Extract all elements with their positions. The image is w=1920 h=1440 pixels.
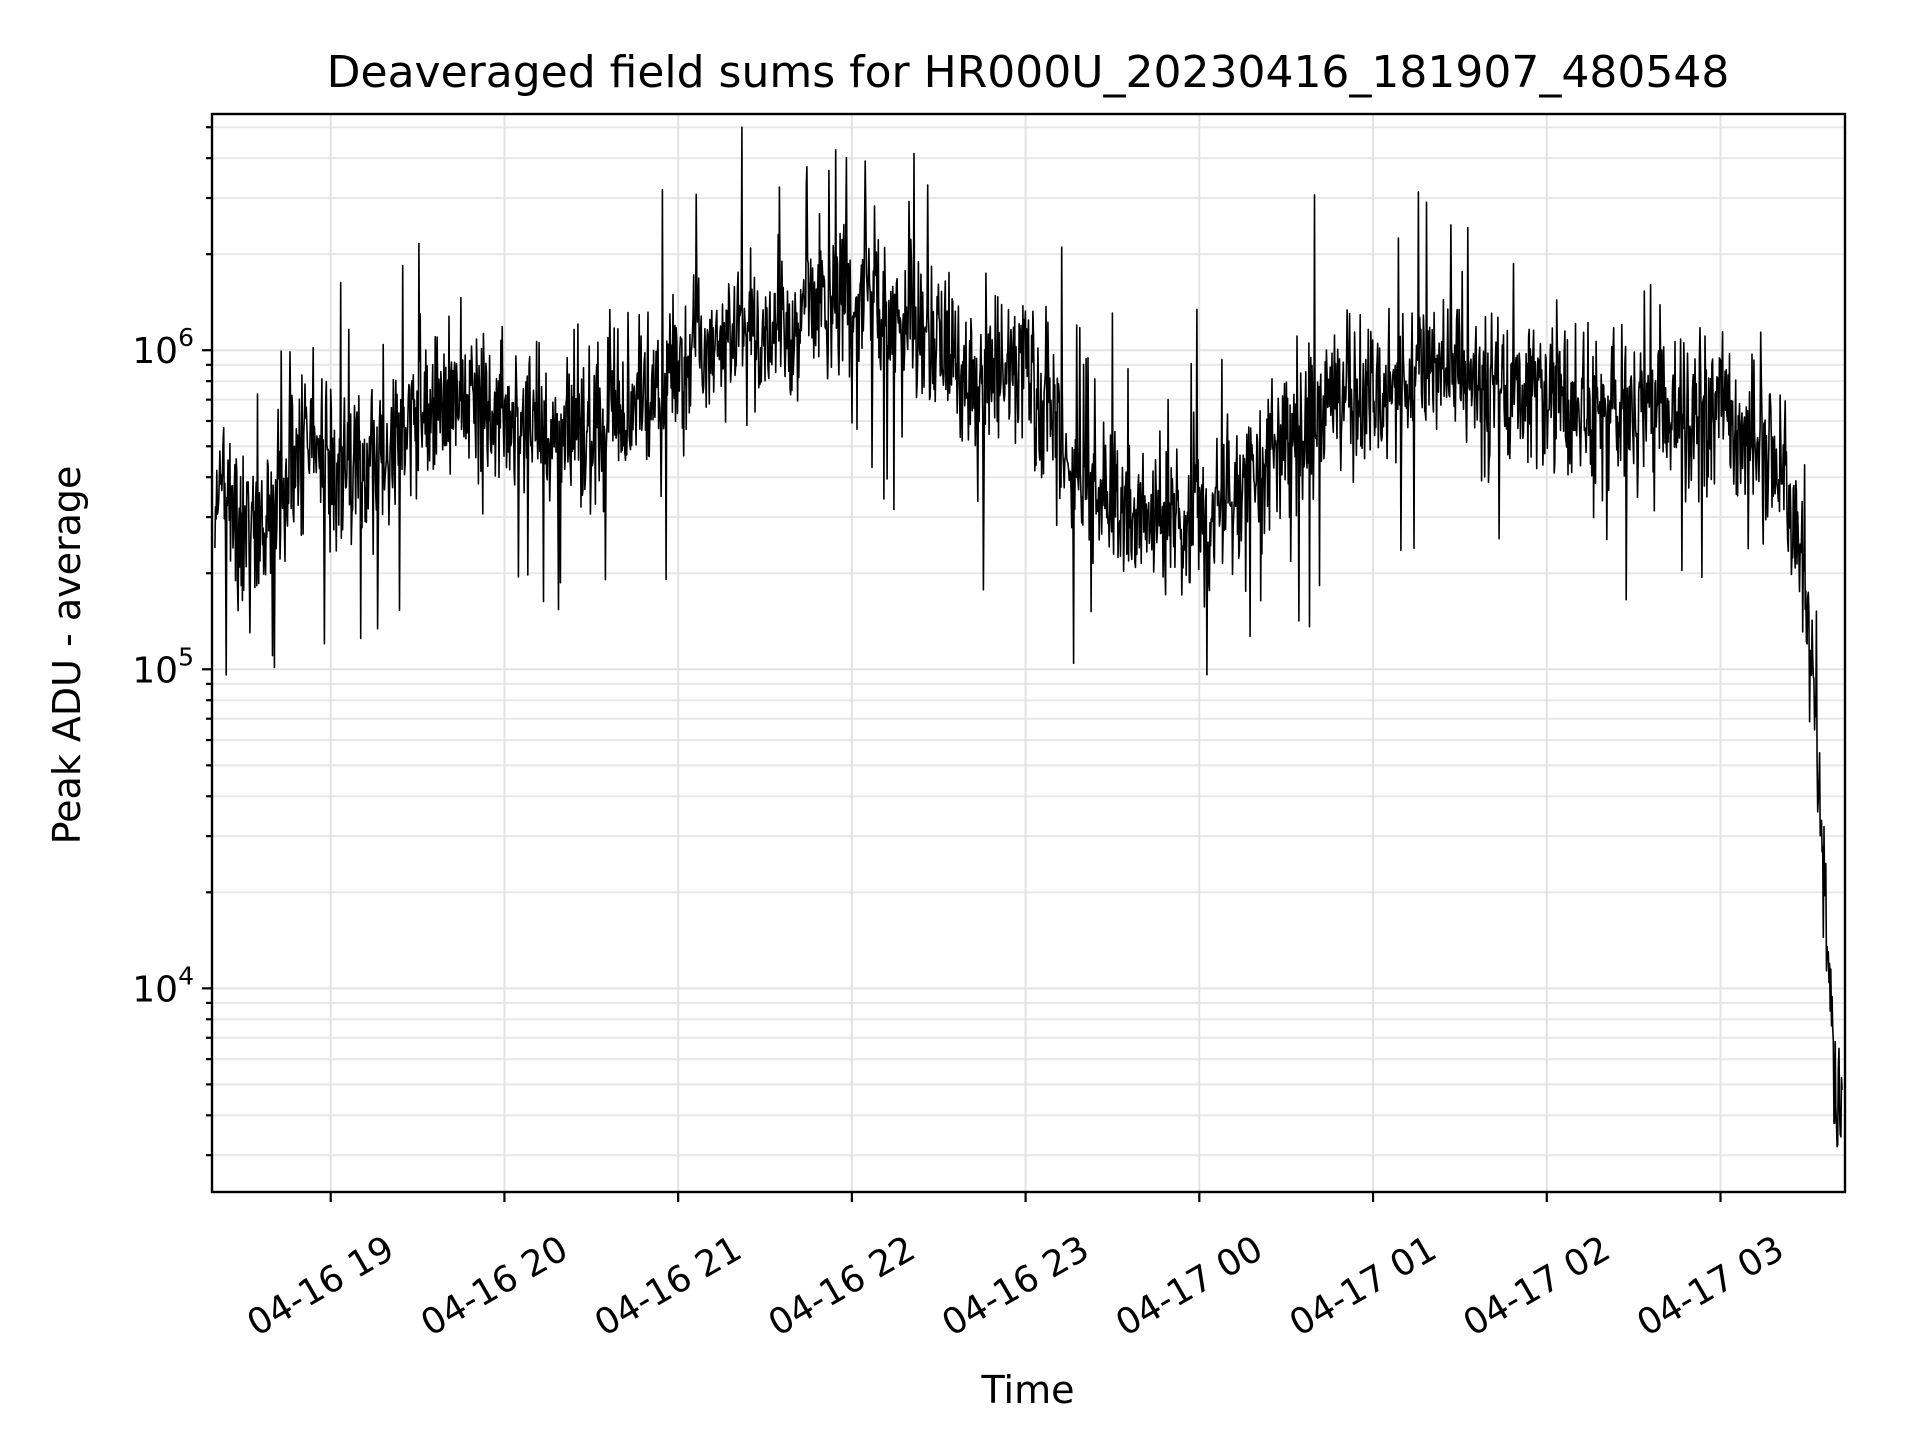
y-tick-exponent: 4 <box>178 961 194 990</box>
y-tick-label: 105 <box>132 642 194 691</box>
y-tick-exponent: 5 <box>178 642 194 671</box>
series-layer <box>214 126 1843 1148</box>
series-line <box>214 126 1843 1148</box>
plot-frame <box>210 112 1847 1194</box>
chart-title: Deaveraged field sums for HR000U_2023041… <box>327 47 1730 98</box>
y-tick-base: 10 <box>132 969 178 1010</box>
x-axis-label: Time <box>981 1368 1075 1412</box>
y-tick-label: 104 <box>132 961 194 1010</box>
y-tick-label: 106 <box>132 323 194 372</box>
y-tick-exponent: 6 <box>178 323 194 352</box>
y-tick-base: 10 <box>132 650 178 691</box>
y-tick-base: 10 <box>132 331 178 372</box>
y-axis-label: Peak ADU - average <box>45 466 89 845</box>
